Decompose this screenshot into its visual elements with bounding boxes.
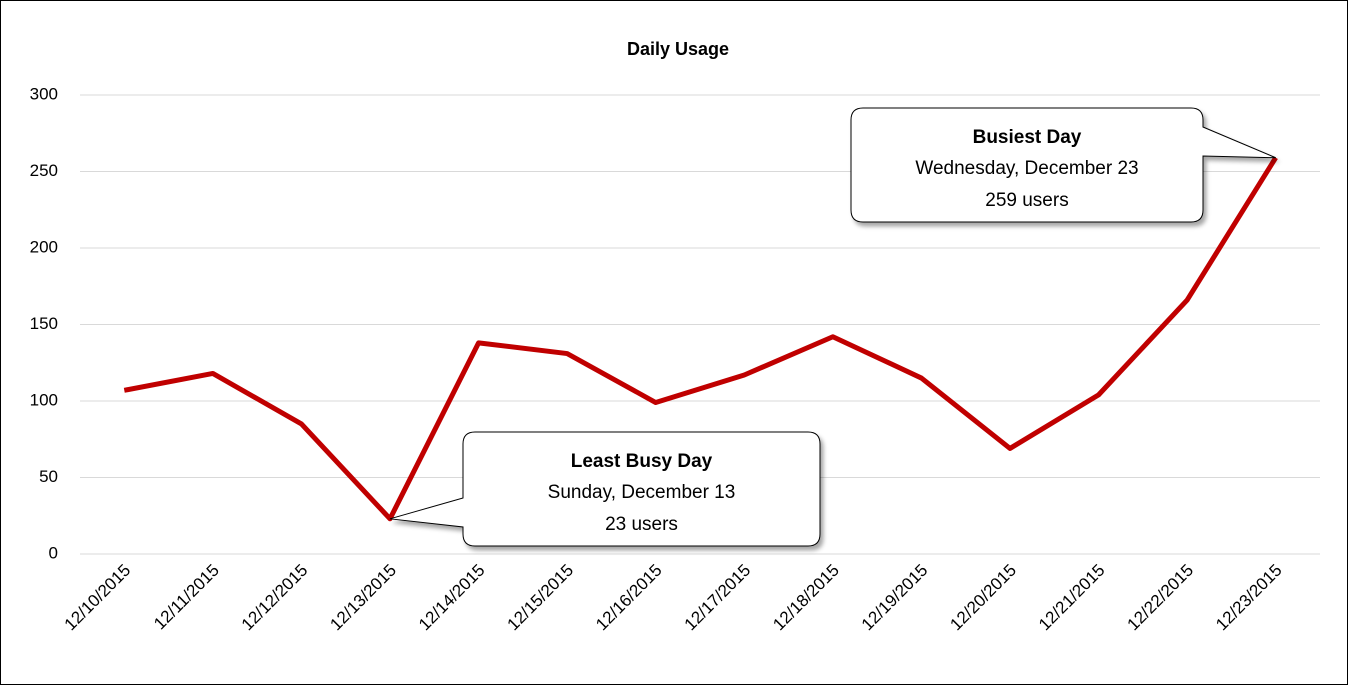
annotation-text: 259 users: [985, 190, 1068, 211]
y-tick-label: 250: [30, 161, 58, 180]
y-tick-label: 100: [30, 390, 58, 409]
callout: [850, 107, 1276, 223]
annotation-title: Busiest Day: [973, 127, 1082, 148]
y-tick-label: 200: [30, 237, 58, 256]
chart-title: Daily Usage: [627, 39, 729, 59]
annotation-title: Least Busy Day: [571, 451, 713, 472]
annotation-text: Sunday, December 13: [548, 482, 736, 503]
data-line: [123, 156, 1278, 522]
callout: [389, 431, 821, 547]
annotation-text: Wednesday, December 23: [915, 158, 1138, 179]
y-tick-label: 0: [49, 543, 58, 562]
y-tick-label: 50: [39, 467, 58, 486]
y-tick-label: 150: [30, 314, 58, 333]
annotation-text: 23 users: [605, 514, 678, 535]
y-tick-label: 300: [30, 84, 58, 103]
